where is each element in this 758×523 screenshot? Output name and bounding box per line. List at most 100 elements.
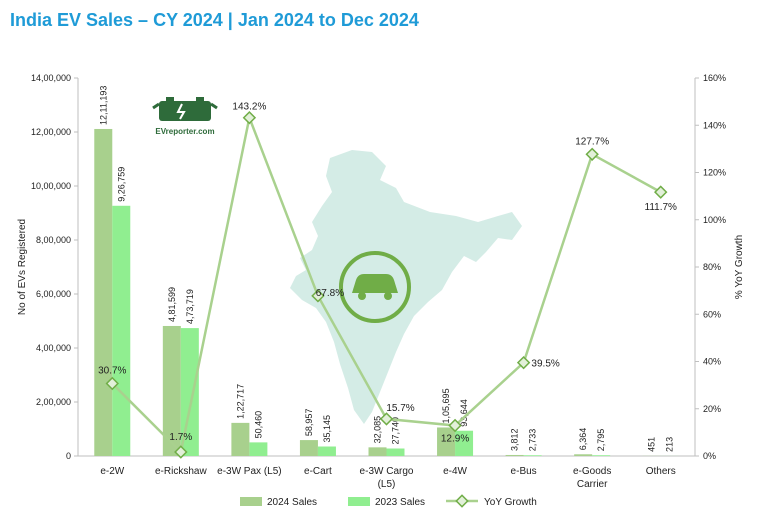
yoy-marker xyxy=(379,412,394,426)
yoy-marker xyxy=(585,147,599,162)
bar-2023-value-label: 213 xyxy=(665,437,675,452)
yoy-value-label: 12.9% xyxy=(441,434,469,445)
yoy-value-label: 39.5% xyxy=(531,359,559,370)
chart-title: India EV Sales – CY 2024 | Jan 2024 to D… xyxy=(10,10,419,30)
bar-2024-value-label: 3,812 xyxy=(510,428,520,451)
legend-label-2024: 2024 Sales xyxy=(267,497,317,508)
bar-labels: 12,11,193 9,26,759 4,81,599 4,73,719 1,22,71… xyxy=(98,86,674,452)
yoy-marker xyxy=(174,445,188,459)
y2-axis-title: % YoY Growth xyxy=(734,235,745,299)
bar-2024-value-label: 6,364 xyxy=(578,428,588,451)
x-tick-label: e-2W xyxy=(100,466,124,477)
yoy-marker xyxy=(654,185,668,199)
yoy-marker xyxy=(105,376,119,391)
legend-swatch-2023 xyxy=(348,497,370,506)
y2-tick-label: 60% xyxy=(703,309,721,319)
yoy-value-label: 15.7% xyxy=(386,403,414,414)
car-badge-ring xyxy=(339,251,411,323)
bar-2023 xyxy=(523,455,542,456)
bar-2023-value-label: 4,73,719 xyxy=(185,289,195,324)
yoy-line-series: 30.7% 1.7% 143.2% 67.8% 15.7% 12.9% 39.5% 127.7… xyxy=(98,102,678,459)
legend: 2024 Sales 2023 Sales YoY Growth xyxy=(240,494,537,508)
yoy-marker xyxy=(242,110,257,125)
car-icon xyxy=(352,274,398,300)
x-tick-label: e-3W Pax (L5) xyxy=(217,466,281,477)
y2-tick-label: 80% xyxy=(703,262,721,272)
yoy-marker xyxy=(516,355,531,370)
legend-label-yoy: YoY Growth xyxy=(484,497,537,508)
yoy-marker xyxy=(448,418,462,433)
yoy-value-label: 30.7% xyxy=(98,365,126,376)
bar-2023-value-label: 9,26,759 xyxy=(116,167,126,202)
yoy-value-label: 1.7% xyxy=(169,432,192,443)
x-tick-label: (L5) xyxy=(378,479,396,490)
bar-2024-value-label: 12,11,193 xyxy=(98,86,108,125)
legend-swatch-2024 xyxy=(240,497,262,506)
yoy-value-label: 143.2% xyxy=(232,102,266,113)
bar-2023-value-label: 2,795 xyxy=(596,429,606,452)
y-tick-label: 12,00,000 xyxy=(31,127,71,137)
bar-2024 xyxy=(299,440,318,456)
y-axis-title: No of EVs Registered xyxy=(17,219,28,315)
y2-tick-label: 140% xyxy=(703,120,726,130)
legend-label-2023: 2023 Sales xyxy=(375,497,425,508)
yoy-value-label: 111.7% xyxy=(645,202,678,213)
y-tick-label: 0 xyxy=(66,451,71,461)
y-tick-label: 10,00,000 xyxy=(31,181,71,191)
y-tick-label: 8,00,000 xyxy=(36,235,71,245)
y2-tick-label: 0% xyxy=(703,451,716,461)
india-map-graphic xyxy=(290,150,522,424)
bar-2023 xyxy=(112,205,131,456)
bar-2023 xyxy=(317,446,336,456)
bar-2024-value-label: 1,05,695 xyxy=(441,388,451,423)
y2-tick-label: 160% xyxy=(703,73,726,83)
x-tick-label: e-Goods xyxy=(573,466,611,477)
bar-2024-value-label: 1,22,717 xyxy=(235,384,245,419)
x-tick-label: e-4W xyxy=(443,466,467,477)
bar-2024-value-label: 58,957 xyxy=(304,409,314,437)
bar-2023 xyxy=(455,430,474,456)
bar-2023 xyxy=(386,448,405,456)
y2-tick-label: 120% xyxy=(703,168,726,178)
ev-battery-plug-icon xyxy=(152,97,218,121)
bars xyxy=(94,128,679,456)
y-tick-label: 14,00,000 xyxy=(31,73,71,83)
x-tick-label: Others xyxy=(646,466,676,477)
x-tick-label: e-Bus xyxy=(511,466,537,477)
bar-2024 xyxy=(231,422,250,456)
yoy-marker xyxy=(311,289,325,303)
y2-tick-label: 40% xyxy=(703,357,721,367)
bar-2023-value-label: 27,740 xyxy=(391,417,401,445)
y-tick-label: 2,00,000 xyxy=(36,397,71,407)
bar-2023-value-label: 35,145 xyxy=(322,415,332,443)
bar-2024 xyxy=(437,427,456,456)
bar-2023 xyxy=(249,442,268,456)
y2-tick-label: 20% xyxy=(703,404,721,414)
x-tick-label: e-Cart xyxy=(304,466,332,477)
logo-text: EVreporter.com xyxy=(155,127,214,136)
evreporter-logo: EVreporter.com xyxy=(152,97,218,136)
bar-2023-value-label: 50,460 xyxy=(253,411,263,439)
yoy-value-label: 127.7% xyxy=(575,136,609,147)
y-tick-label: 4,00,000 xyxy=(36,343,71,353)
bar-2024-value-label: 32,085 xyxy=(373,416,383,444)
legend-marker-yoy xyxy=(455,494,469,508)
y-tick-label: 6,00,000 xyxy=(36,289,71,299)
x-tick-label: e-Rickshaw xyxy=(155,466,207,477)
bar-2024 xyxy=(368,447,387,456)
bar-2024-value-label: 451 xyxy=(647,437,657,452)
bar-2023 xyxy=(592,455,611,456)
bar-2024 xyxy=(162,325,181,456)
bar-2024 xyxy=(574,454,593,456)
bar-2023-value-label: 93,644 xyxy=(459,399,469,427)
x-tick-label: e-3W Cargo xyxy=(360,466,414,477)
bar-2024-value-label: 4,81,599 xyxy=(167,287,177,322)
bar-2024 xyxy=(505,454,524,456)
yoy-value-label: 67.8% xyxy=(316,288,344,299)
x-tick-label: Carrier xyxy=(577,479,608,490)
bar-2024 xyxy=(94,128,113,456)
bar-2023-value-label: 2,733 xyxy=(528,429,538,452)
y2-tick-label: 100% xyxy=(703,215,726,225)
